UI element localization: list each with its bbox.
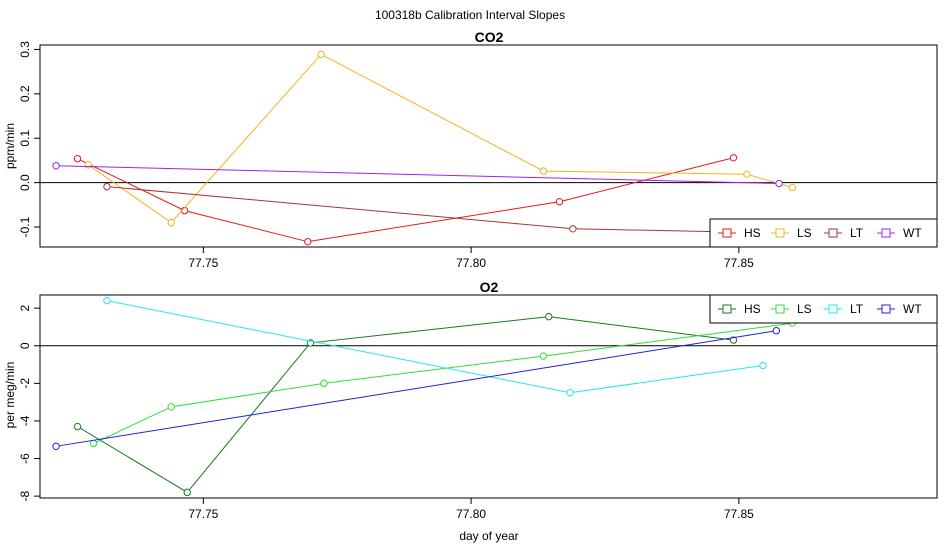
co2-series-ls-point (317, 50, 325, 59)
co2-series-lt-point (569, 225, 577, 233)
o2-y-tick-label: -4 (18, 415, 32, 426)
co2-y-tick-label: 0.2 (18, 85, 32, 102)
o2-series-ls-point (167, 403, 175, 411)
co2-x-tick-label: 77.75 (188, 256, 218, 270)
co2-legend-marker (828, 228, 838, 238)
o2-series-wt-point (772, 327, 781, 335)
co2-y-axis-label: ppm/min (3, 123, 17, 169)
o2-panel-title: O2 (480, 279, 499, 295)
o2-x-tick-label: 77.80 (456, 507, 486, 521)
o2-legend-label-wt: WT (903, 302, 922, 316)
o2-y-tick-label: 2 (18, 305, 32, 312)
co2-y-tick-label: 0.0 (18, 174, 32, 191)
o2-series-hs-point (183, 488, 191, 497)
o2-series-lt-point (759, 361, 767, 370)
co2-series-wt-point (775, 179, 783, 188)
figure-title: 100318b Calibration Interval Slopes (375, 8, 565, 22)
o2-series-wt-point (52, 442, 60, 451)
co2-y-tick-label: 0.3 (18, 41, 32, 58)
co2-series-ls-point (84, 161, 92, 169)
o2-series-wt-line (55, 330, 777, 447)
co2-series-wt-point (52, 162, 60, 170)
o2-legend-label-lt: LT (850, 302, 864, 316)
co2-series-hs-point (73, 154, 82, 163)
co2-legend-marker (722, 228, 732, 238)
co2-legend-box (709, 218, 938, 248)
co2-series-hs-point (729, 154, 738, 162)
o2-y-tick-label: -6 (18, 453, 32, 464)
co2-plot-frame (39, 44, 938, 248)
co2-series-ls-line (87, 53, 793, 224)
co2-legend-label-lt: LT (850, 226, 864, 240)
o2-y-tick-label: 0 (18, 342, 32, 349)
o2-legend: HS LS LT WT (709, 294, 938, 324)
co2-legend-marker (775, 228, 785, 238)
co2-y-tick-label: -0.1 (18, 216, 32, 237)
co2-series-hs-line (77, 157, 734, 243)
o2-panel: O2 per meg/min day of year 77.75 77.80 77.… (3, 279, 938, 543)
o2-series-hs-point (73, 422, 82, 431)
o2-y-tick-label: -8 (18, 490, 32, 501)
co2-panel-title: CO2 (475, 29, 504, 45)
co2-series-lt-point (103, 182, 111, 191)
o2-series-ls-point (539, 352, 548, 360)
co2-x-tick-label: 77.80 (456, 256, 486, 270)
o2-y-tick-label: -2 (18, 378, 32, 389)
o2-series-hs-point (729, 336, 738, 344)
co2-legend-label-wt: WT (903, 226, 922, 240)
co2-legend-label-ls: LS (797, 226, 812, 240)
o2-x-axis-label: day of year (459, 529, 518, 543)
o2-x-tick-label: 77.75 (188, 507, 218, 521)
o2-legend-box (709, 294, 938, 324)
o2-plot-frame (39, 294, 938, 499)
co2-series-ls-point (167, 218, 175, 227)
o2-legend-label-ls: LS (797, 302, 812, 316)
o2-legend-marker (881, 304, 891, 314)
co2-x-tick-label: 77.85 (724, 256, 754, 270)
o2-y-axis-label: per meg/min (3, 362, 17, 429)
o2-series-ls-line (93, 322, 793, 444)
o2-series-lt-point (566, 389, 574, 397)
co2-legend: HS LS LT WT (709, 218, 938, 248)
o2-series-lt-line (106, 300, 764, 394)
o2-legend-marker (828, 304, 838, 314)
o2-series-ls-point (89, 439, 98, 448)
o2-series-ls-point (320, 379, 328, 388)
co2-legend-label-hs: HS (744, 226, 761, 240)
co2-series-lt-line (106, 186, 771, 234)
co2-series-hs-point (555, 198, 564, 206)
o2-series-lt-point (103, 296, 111, 305)
co2-series-ls-point (539, 167, 548, 175)
co2-series-wt-line (56, 165, 780, 185)
co2-series-hs-point (304, 237, 312, 246)
o2-x-tick-label: 77.85 (724, 507, 754, 521)
o2-series-hs-point (545, 312, 553, 321)
o2-legend-label-hs: HS (744, 302, 761, 316)
o2-legend-marker (775, 304, 785, 314)
co2-panel: CO2 ppm/min 77.75 77.80 77.85 -0.1 0.0 0.1 0.2… (3, 29, 938, 270)
co2-series-ls-point (743, 170, 751, 178)
o2-legend-marker (722, 304, 732, 314)
co2-series-ls-point (788, 183, 797, 192)
co2-y-tick-label: 0.1 (18, 130, 32, 147)
co2-legend-marker (881, 228, 891, 238)
o2-series-hs-line (77, 316, 734, 494)
